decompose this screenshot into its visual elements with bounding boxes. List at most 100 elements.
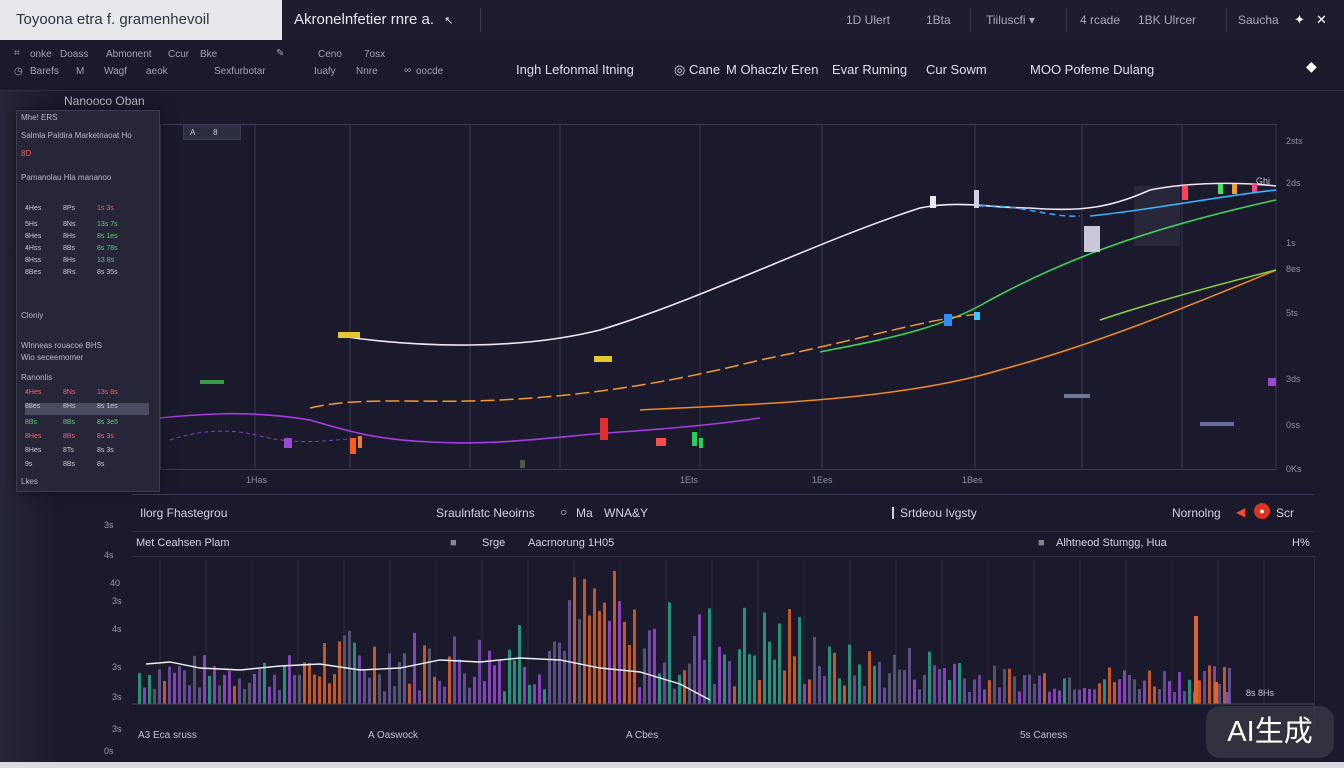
volume-bar [1173, 691, 1176, 704]
volume-footer-item[interactable]: A Oaswock [368, 730, 419, 741]
subbar-item[interactable]: oocde [416, 66, 444, 77]
x-tick-label: 1Has [246, 475, 268, 485]
subbar-item[interactable]: 7osx [364, 49, 386, 60]
volume-bar [908, 648, 911, 704]
volume-bar [833, 652, 836, 704]
lower-middle-label: Sraulnfatc Neoirns [436, 506, 535, 520]
mode-b[interactable]: WNA&Y [604, 506, 649, 520]
indicator-item[interactable]: Evar Ruming [832, 62, 908, 77]
close-icon[interactable]: ✕ [1316, 12, 1327, 27]
settings-icon[interactable]: ✦ [1294, 12, 1305, 27]
top-item-alert[interactable]: 1D Ulert [846, 13, 891, 27]
radio-icon[interactable]: ○ [560, 505, 568, 519]
candle [692, 432, 697, 446]
side-row[interactable]: 4Hes 8Ns 13s 8s [25, 389, 118, 396]
subbar-item[interactable]: Wagf [104, 66, 127, 77]
volume-bar [1198, 680, 1201, 704]
top-item-menu[interactable]: Tiiluscfi ▾ [986, 0, 1035, 40]
volume-bar [478, 639, 481, 704]
top-search[interactable]: Saucha [1238, 13, 1279, 27]
top-item-user[interactable]: 1BK Ulrcer [1138, 13, 1197, 27]
volume-bar [958, 662, 961, 704]
volume-bar [443, 686, 446, 704]
side-row[interactable]: 4Hss 8Bs 8s 78s [25, 245, 118, 252]
volume-bar [648, 630, 651, 704]
side-row[interactable]: 8Hes 8Ts 8s 3s [25, 447, 114, 454]
volume-bar [618, 601, 621, 704]
mini-info-box[interactable]: A 8 [183, 124, 241, 140]
indicator-item[interactable]: ◎ Cane [674, 62, 720, 78]
active-tab[interactable]: Toyoona etra f. gramenhevoil [0, 0, 282, 40]
volume-bar [638, 687, 641, 704]
grid-icon[interactable]: ⌗ [14, 48, 20, 59]
side-row[interactable]: 4Hes 8Ps 1s 3s [25, 205, 114, 212]
volume-bar [533, 684, 536, 704]
volume-footer-item[interactable]: A Cbes [626, 730, 659, 741]
volume-bar [288, 655, 291, 704]
volume-bar [1078, 689, 1081, 704]
volume-bar [768, 641, 771, 704]
volume-bar [998, 687, 1001, 704]
mode-a[interactable]: Ma [576, 506, 593, 520]
subbar-item[interactable]: M [76, 66, 85, 77]
volume-bar [1178, 672, 1181, 704]
diamond-icon[interactable]: ◆ [1306, 58, 1317, 74]
indicator-item[interactable]: Ingh Lefonmal Itning [516, 62, 634, 77]
side-row[interactable]: 5Hs 8Ns 13s 7s [25, 221, 118, 228]
subbar-item[interactable]: Ccur [168, 49, 190, 60]
volume-bar [1123, 670, 1126, 704]
volume-bar [538, 674, 541, 704]
side-row[interactable]: 8Bs 8Bs 8s 3e5 [25, 419, 119, 426]
volume-y-label: 3s [112, 724, 122, 734]
volume-bar [203, 655, 206, 704]
side-row[interactable]: 8Hss 8Hs 13 8s [25, 257, 115, 264]
top-item-beta[interactable]: 1Bta [926, 13, 951, 27]
subbar-item[interactable]: Abmonent [106, 49, 152, 60]
side-row[interactable]: 8Bes 8Rs 8s 35s [25, 269, 118, 276]
subbar-item[interactable]: Iuafy [314, 66, 336, 77]
volume-bar [1158, 689, 1161, 704]
volume-bar [198, 687, 201, 704]
indicator-item[interactable]: MOO Pofeme Dulang [1030, 62, 1155, 77]
indicator-item[interactable]: M Ohaczlv Eren [726, 62, 819, 77]
side-row[interactable]: 9s 8Bs 8s [25, 461, 105, 468]
subbar-item[interactable]: aeok [146, 66, 168, 77]
side-row-selected[interactable]: 88es 8Hs 8s 1es [25, 403, 149, 415]
clock-icon[interactable]: ◷ [14, 66, 23, 77]
candles [200, 184, 1276, 468]
volume-bar [788, 609, 791, 704]
side-row[interactable]: 8Hes 8Hs 8s 1es [25, 233, 118, 240]
arrow-left-icon[interactable]: ◀ [1236, 505, 1246, 519]
volume-bar [1183, 691, 1186, 704]
pen-icon[interactable]: ✎ [276, 48, 285, 59]
volume-bar [373, 646, 376, 704]
volume-bar [793, 656, 796, 704]
volume-end-label: 8s 8Hs [1246, 688, 1275, 698]
link-icon[interactable]: ∞ [404, 65, 412, 76]
subbar-item[interactable]: Doass [60, 49, 89, 60]
subbar-item[interactable]: Ceno [318, 49, 342, 60]
record-icon[interactable]: ● [1254, 503, 1270, 519]
volume-bar [898, 669, 901, 704]
subbar-item[interactable]: onke [30, 49, 52, 60]
top-item-arcade[interactable]: 4 rcade [1080, 13, 1121, 27]
subbar-item[interactable]: Barefs [30, 66, 59, 77]
volume-bar [213, 666, 216, 704]
tab-second[interactable]: Akronelnfetier rnre a. ↖ [294, 0, 453, 40]
candle [1064, 394, 1090, 398]
volume-bar [963, 678, 966, 704]
indicator-item[interactable]: Cur Sowm [926, 62, 987, 77]
subbar-item[interactable]: Bke [200, 49, 218, 60]
subbar-item[interactable]: Sexfurbotar [214, 66, 266, 77]
volume-footer-item[interactable]: 5s Caness [1020, 730, 1068, 741]
candle [1200, 422, 1234, 426]
volume-bar [823, 676, 826, 704]
side-header-1: Salmla Paldira Marketnaoat Ho [21, 131, 132, 140]
subbar-item[interactable]: Nnre [356, 66, 378, 77]
volume-footer-item[interactable]: A3 Eca sruss [138, 730, 197, 741]
bar-icon: ❙ [888, 505, 899, 519]
side-row[interactable]: 8Hes 8Bs 8s 3s [25, 433, 114, 440]
volume-bar [873, 665, 876, 704]
candle [600, 418, 608, 440]
volume-bar [603, 602, 606, 704]
